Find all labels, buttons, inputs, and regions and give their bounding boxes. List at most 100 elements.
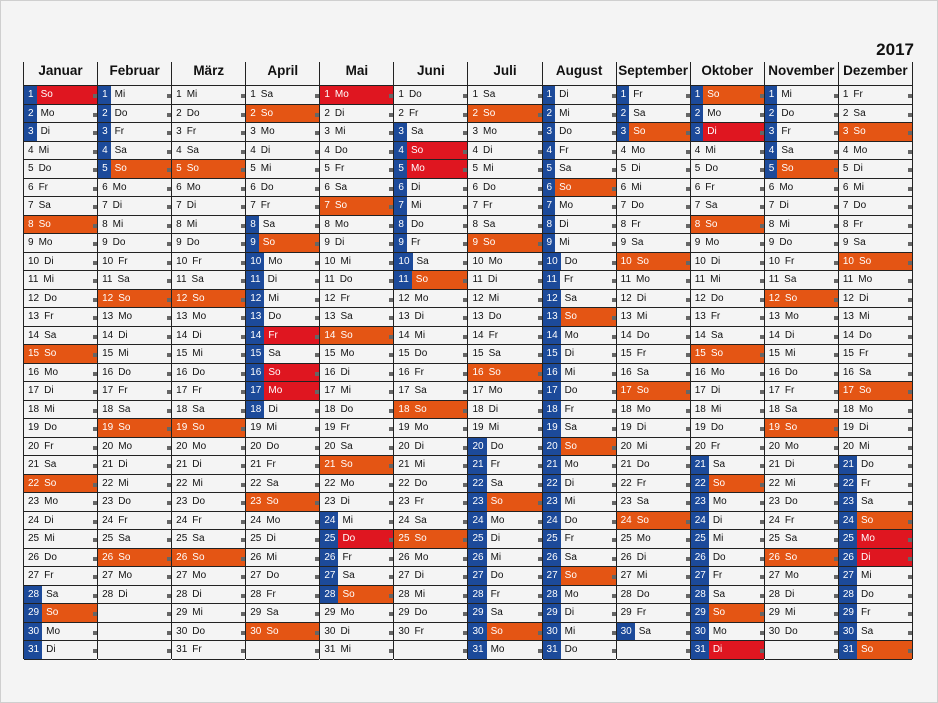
marker-tick [315, 297, 320, 302]
day-number: 24 [620, 514, 632, 526]
weekday-label: Di [334, 107, 345, 119]
weekday-label: Mi [712, 533, 724, 544]
day-cell: 13 Fr [24, 307, 98, 326]
weekday-label: Fr [631, 218, 641, 230]
weekday-label: Mo [334, 89, 349, 100]
day-cell: 20 Mo [764, 436, 838, 456]
marker-tick [759, 464, 764, 468]
day-cell: 28 Mo [542, 584, 616, 603]
day-cell: 18 So [394, 399, 468, 418]
month-column: September 1 Fr 2 Sa 3 So 4 Mo 5 Di 6 Mi 7 Do 8 Fr 9 Sa 10 So… [615, 62, 690, 660]
day-cell: 26 Sa [542, 547, 616, 566]
marker-tick [93, 464, 98, 468]
day-number: 9 [472, 237, 479, 248]
day-cell: 13 Mi [616, 307, 690, 326]
day-number: 24 [250, 514, 262, 526]
weekday-label: Do [564, 644, 578, 655]
weekday-label: So [707, 89, 720, 100]
day-number: 21 [102, 459, 114, 470]
weekday-label: Sa [118, 403, 131, 415]
weekday-label: Di [186, 200, 197, 211]
weekday-label: Sa [631, 237, 644, 248]
day-cell: 17 Fr [764, 381, 838, 400]
day-number: 24 [28, 514, 40, 526]
day-number: 21 [398, 459, 410, 470]
day-cell: 24 Mo [468, 510, 542, 529]
day-number: 2 [24, 104, 37, 122]
marker-tick [833, 242, 838, 246]
marker-tick [759, 260, 764, 265]
day-number: 27 [690, 567, 709, 585]
marker-tick [167, 223, 172, 228]
day-cell: 23 Sa [838, 492, 912, 511]
marker-tick [833, 316, 838, 320]
marker-tick [315, 445, 320, 450]
month-column: März 1 Mi 2 Do 3 Fr 4 Sa 5 So 6 Mo 7 Di 8 Mi 9 Do 10 Fr 11 Sa 1… [171, 62, 246, 660]
day-number: 1 [324, 89, 330, 100]
weekday-label: Do [636, 588, 650, 600]
day-cell: 9 Sa [838, 233, 912, 252]
day-cell: 14 Mi [394, 325, 468, 345]
weekday-label: Mi [564, 496, 576, 507]
weekday-label: Fr [853, 89, 863, 100]
day-number: 1 [398, 89, 404, 100]
day-cell: 2 Sa [838, 103, 912, 123]
weekday-label: Di [707, 126, 717, 137]
marker-tick [93, 334, 98, 339]
weekday-label: Mi [636, 440, 648, 452]
weekday-label: Di [564, 607, 575, 618]
day-cell: 17 Fr [172, 381, 246, 400]
day-number: 25 [398, 533, 410, 544]
weekday-label: Di [784, 588, 795, 600]
weekday-label: Di [636, 551, 647, 563]
marker-tick [389, 260, 394, 265]
marker-tick [167, 464, 172, 468]
day-number: 21 [690, 456, 709, 474]
day-cell: 21 Di [172, 455, 246, 474]
day-cell: 22 Mo [320, 473, 394, 493]
day-number: 16 [620, 366, 632, 378]
marker-tick [907, 223, 912, 228]
year-calendar-grid: Januar 1 So 2 Mo 3 Di 4 Mi 5 Do 6 Fr 7 Sa 8 So 9 Mo 10 Di 11 M… [23, 62, 913, 660]
day-cell: 16 Do [764, 362, 838, 382]
marker-tick [833, 297, 838, 302]
weekday-label: Di [853, 163, 863, 174]
day-number: 12 [102, 292, 114, 304]
month-column: April 1 Sa 2 So 3 Mo 4 Di 5 Mi 6 Do 7 Fr 8 Sa 9 So 10 Mo 11 Di… [245, 62, 320, 660]
weekday-label: Di [192, 329, 202, 341]
day-cell: 14 Sa [690, 325, 764, 345]
day-number: 10 [694, 255, 706, 267]
day-number: 10 [324, 255, 336, 267]
day-number: 22 [28, 477, 40, 489]
weekday-label: Fr [636, 477, 647, 489]
day-number: 28 [542, 585, 561, 603]
weekday-label: Do [266, 440, 280, 452]
weekday-label: Fr [858, 348, 869, 359]
marker-tick [93, 205, 98, 209]
day-cell: 6 Fr [24, 177, 98, 197]
day-number: 6 [28, 181, 34, 193]
day-cell: 30 Mo [24, 621, 98, 640]
month-name: April [267, 63, 299, 78]
day-cell: 2 Mo [690, 103, 764, 122]
day-cell: 11 Mi [690, 270, 764, 289]
day-cell: 15 Do [394, 344, 468, 363]
day-cell: 23 Fr [394, 492, 468, 511]
marker-tick [611, 593, 616, 598]
marker-tick [389, 94, 394, 98]
marker-tick [907, 242, 912, 246]
day-number: 25 [838, 530, 857, 548]
day-number: 4 [250, 144, 256, 156]
day-cell: 7 Di [172, 196, 246, 215]
weekday-label: Mo [192, 311, 207, 322]
day-number: 10 [246, 252, 265, 270]
day-cell: 19 So [764, 418, 838, 437]
day-number: 30 [250, 625, 262, 637]
marker-tick [685, 168, 690, 172]
weekday-label: Sa [784, 274, 797, 285]
day-number: 9 [842, 237, 849, 248]
weekday-label: Sa [266, 607, 279, 618]
marker-tick [537, 538, 542, 542]
day-cell: 5 Di [838, 159, 912, 178]
marker-tick [759, 316, 764, 320]
